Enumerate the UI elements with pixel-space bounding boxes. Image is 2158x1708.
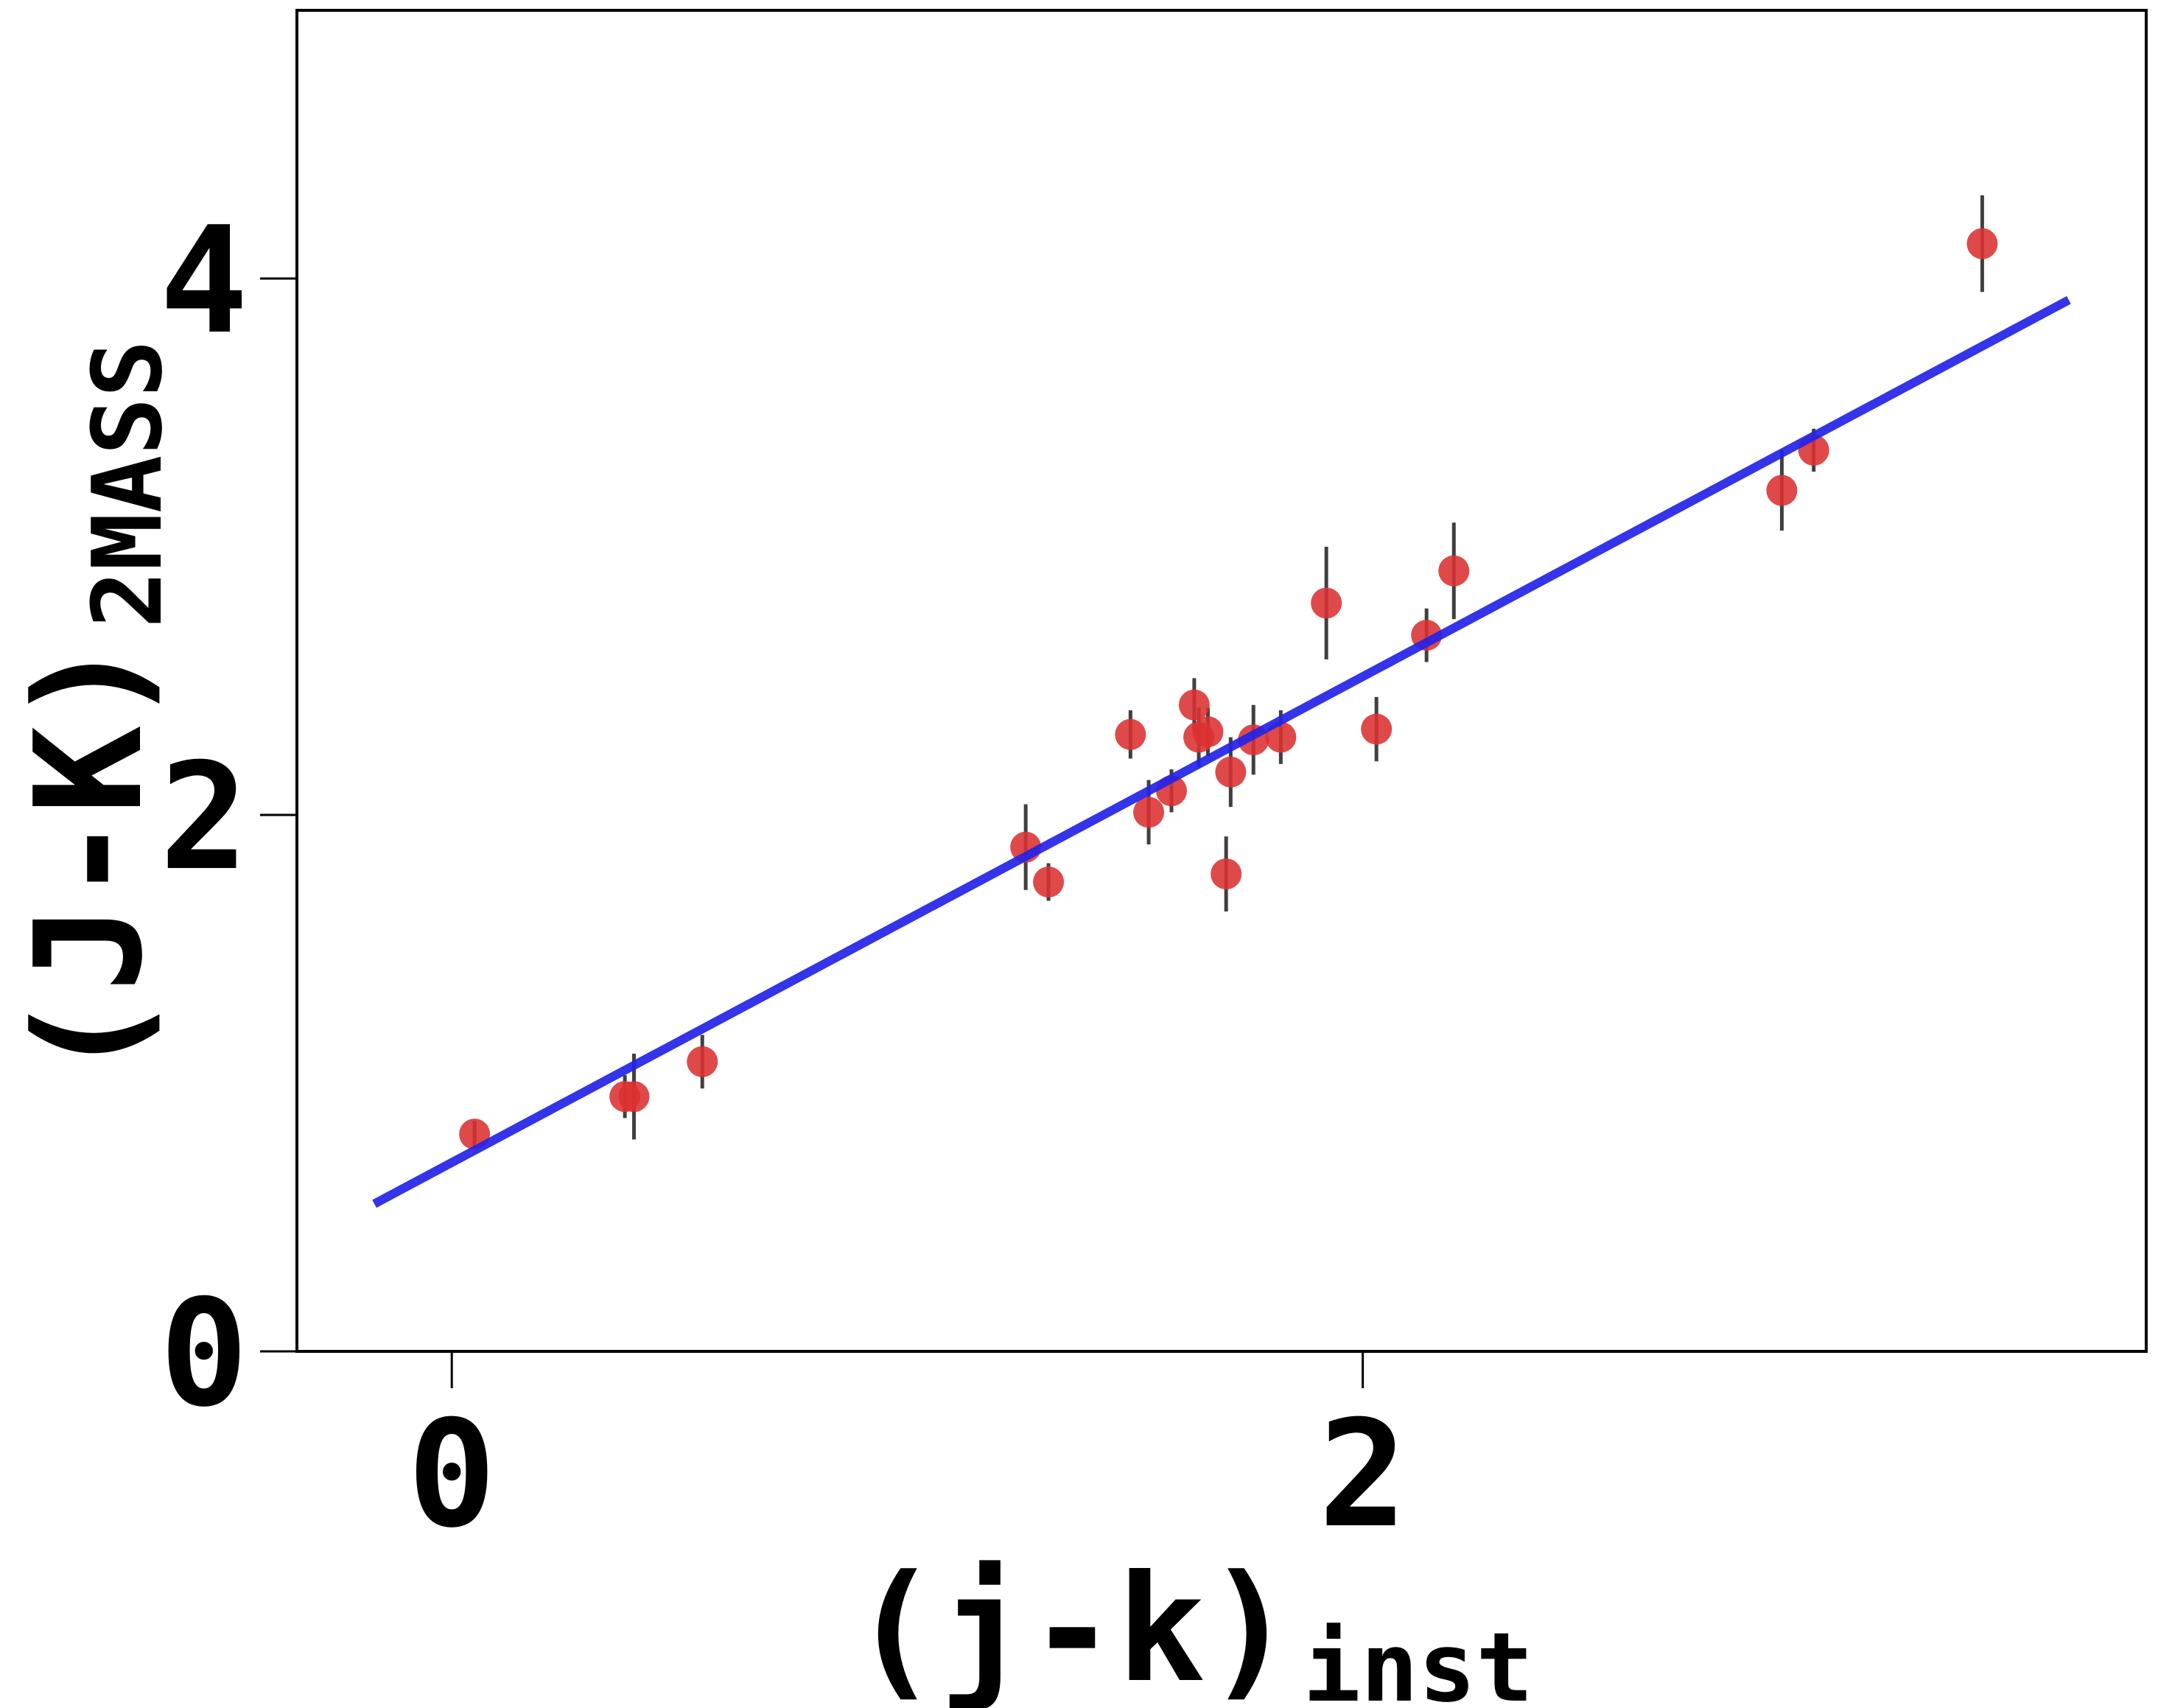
data-point (618, 1081, 650, 1113)
errorbar-layer (472, 195, 1984, 1148)
y-tick-label: 2 (160, 732, 248, 903)
data-point (1133, 797, 1165, 828)
data-point (1361, 713, 1392, 745)
x-tick-label: 0 (407, 1389, 496, 1561)
y-tick-label: 4 (160, 195, 248, 367)
data-point (1215, 756, 1247, 788)
y-axis-title-subscript: 2MASS (71, 340, 183, 628)
x-axis-title-subscript: inst (1303, 1611, 1533, 1708)
x-axis-title: (j-k)inst (850, 1544, 1533, 1708)
data-point (1211, 858, 1242, 890)
data-point (1033, 867, 1065, 897)
y-axis-title: (J-K)2MASS (4, 340, 183, 1080)
x-tick-label: 2 (1318, 1389, 1406, 1561)
y-axis-title-main: (J-K) (4, 637, 175, 1081)
x-axis-title-main: (j-k) (850, 1544, 1294, 1708)
data-point (1766, 475, 1798, 506)
data-point (1115, 718, 1146, 750)
fit-line (372, 295, 2071, 1208)
data-point (687, 1046, 718, 1077)
data-point (1311, 587, 1342, 619)
data-point (1438, 555, 1470, 587)
plot-area-frame (295, 9, 2148, 1353)
fit-line-layer (372, 295, 2071, 1208)
data-point-layer (459, 228, 1998, 1150)
data-point (1966, 228, 1998, 259)
data-point (1178, 689, 1210, 721)
data-point (1192, 716, 1224, 748)
y-tick-label: 0 (160, 1268, 248, 1440)
y-axis-ticks: 0 2 4 (160, 195, 297, 1440)
